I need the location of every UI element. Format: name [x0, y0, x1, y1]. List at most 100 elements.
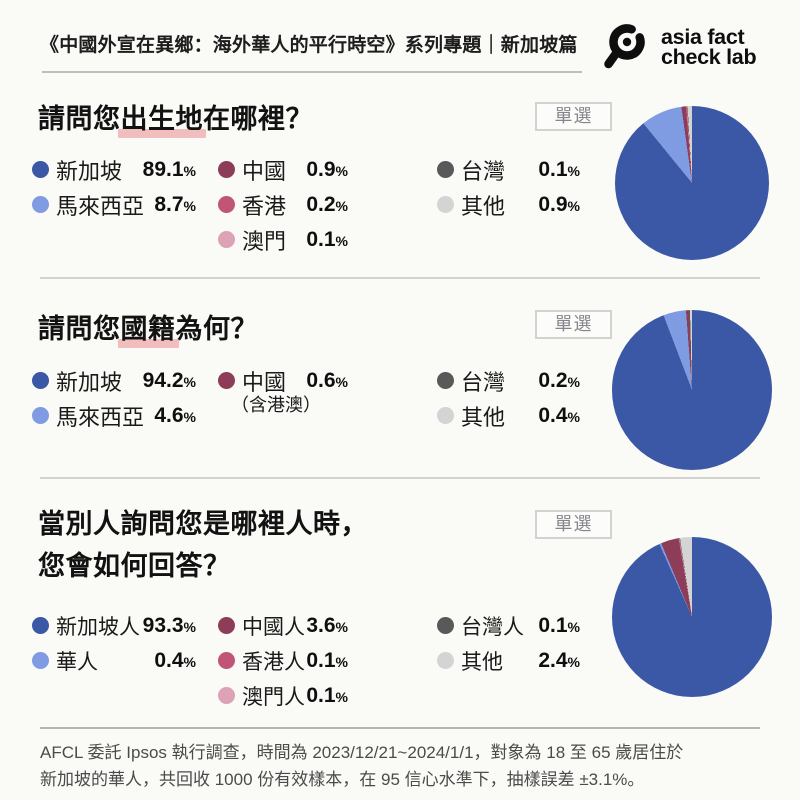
legend-item: 澳門人 0.1%	[218, 678, 348, 713]
legend-label: 香港	[242, 193, 287, 219]
legend-label: 馬來西亞	[56, 193, 145, 219]
question-title-text: 請問您	[38, 104, 121, 134]
legend-column: 新加坡人 93.3% 華人 0.4%	[32, 608, 196, 678]
legend-label: 馬來西亞	[56, 404, 145, 430]
single-choice-badge: 單選	[535, 510, 612, 539]
legend-column: 台灣人 0.1% 其他 2.4%	[437, 608, 580, 678]
legend-value: 0.6%	[306, 368, 348, 392]
legend-value: 0.1%	[306, 227, 348, 251]
legend-label: 中國人	[242, 615, 305, 639]
legend-value: 0.9%	[538, 192, 580, 216]
section-q2-nationality: 請問您國籍為何？ 單選 新加坡 94.2% 馬來西亞 4.6% 中國 0.6% （含港澳） 台…	[0, 303, 800, 477]
legend-item: 華人 0.4%	[32, 643, 196, 678]
legend-label: 新加坡人	[56, 615, 140, 639]
legend-value: 0.1%	[306, 683, 348, 707]
legend-value: 0.2%	[306, 192, 348, 216]
legend-column: 中國 0.6% （含港澳）	[218, 363, 348, 416]
pie-chart-q1	[615, 106, 769, 260]
legend-swatch-icon	[32, 372, 49, 389]
legend-label: 新加坡	[56, 158, 123, 184]
question-title-highlight: 出生地	[120, 104, 203, 134]
section-q1-birthplace: 請問您出生地在哪裡？ 單選 新加坡 89.1% 馬來西亞 8.7% 中國 0.9% 香港 0.…	[0, 95, 800, 277]
legend-swatch-icon	[32, 407, 49, 424]
legend-value: 2.4%	[538, 648, 580, 672]
legend-swatch-icon	[218, 617, 235, 634]
survey-methodology-note: AFCL 委託 Ipsos 執行調查，時間為 2023/12/21~2024/1…	[40, 739, 764, 793]
legend-label: 台灣人	[461, 615, 524, 639]
legend-item: 澳門 0.1%	[218, 222, 348, 257]
legend-label: 其他	[461, 650, 503, 674]
legend-value: 0.1%	[538, 613, 580, 637]
legend-swatch-icon	[32, 652, 49, 669]
legend-column: 新加坡 89.1% 馬來西亞 8.7%	[32, 152, 196, 222]
legend-item: 馬來西亞 4.6%	[32, 398, 196, 433]
question-title-text: 為何？	[175, 314, 258, 344]
question-title-highlight: 國籍	[120, 314, 176, 344]
legend-swatch-icon	[218, 652, 235, 669]
legend-item: 台灣人 0.1%	[437, 608, 580, 643]
logo-wordmark: asia fact check lab	[661, 26, 757, 69]
legend-swatch-icon	[218, 196, 235, 213]
legend-value: 3.6%	[306, 613, 348, 637]
legend-item: 新加坡人 93.3%	[32, 608, 196, 643]
pie-chart-q2	[612, 310, 772, 470]
legend-value: 4.6%	[154, 403, 196, 427]
section-divider	[40, 477, 760, 479]
legend-item: 其他 0.4%	[437, 398, 580, 433]
legend-item: 台灣 0.1%	[437, 152, 580, 187]
legend-swatch-icon	[32, 161, 49, 178]
logo-text-line2: check lab	[661, 45, 757, 69]
legend-label: 台灣	[461, 369, 506, 395]
footer-line2: 新加坡的華人，共回收 1000 份有效樣本，在 95 信心水準下，抽樣誤差 ±3…	[40, 770, 645, 789]
legend-swatch-icon	[218, 231, 235, 248]
legend-value: 0.4%	[538, 403, 580, 427]
page-title: 《中國外宣在異鄉：海外華人的平行時空》系列專題｜新加坡篇	[40, 35, 578, 56]
legend-item: 新加坡 94.2%	[32, 363, 196, 398]
section-q3-identity: 當別人詢問您是哪裡人時， 您會如何回答？ 單選 新加坡人 93.3% 華人 0.4% 中國…	[0, 503, 800, 727]
legend-item: 中國人 3.6%	[218, 608, 348, 643]
question-title-line2: 您會如何回答？	[38, 551, 231, 581]
legend-item: 中國 0.9%	[218, 152, 348, 187]
legend-column: 中國人 3.6% 香港人 0.1% 澳門人 0.1%	[218, 608, 348, 713]
legend-column: 中國 0.9% 香港 0.2% 澳門 0.1%	[218, 152, 348, 257]
legend-value: 0.1%	[538, 157, 580, 181]
legend-swatch-icon	[218, 372, 235, 389]
question-title-text: 在哪裡？	[203, 104, 313, 134]
legend-column: 台灣 0.1% 其他 0.9%	[437, 152, 580, 222]
legend-swatch-icon	[437, 652, 454, 669]
legend-item: 香港人 0.1%	[218, 643, 348, 678]
legend-label: 中國	[242, 369, 287, 395]
footer-divider	[40, 727, 760, 729]
legend-swatch-icon	[218, 161, 235, 178]
legend-label: 中國	[242, 158, 287, 184]
legend-label: 香港人	[242, 650, 305, 674]
legend-swatch-icon	[437, 161, 454, 178]
question-title: 請問您出生地在哪裡？	[38, 97, 313, 136]
legend-value: 93.3%	[142, 613, 196, 637]
legend-label: 華人	[56, 650, 98, 674]
single-choice-badge: 單選	[535, 102, 612, 131]
legend-value: 0.1%	[306, 648, 348, 672]
legend-value: 0.2%	[538, 368, 580, 392]
question-title-line1: 當別人詢問您是哪裡人時，	[38, 509, 368, 539]
legend-swatch-icon	[437, 196, 454, 213]
legend-swatch-icon	[32, 196, 49, 213]
legend-column: 台灣 0.2% 其他 0.4%	[437, 363, 580, 433]
legend-label: 澳門人	[242, 685, 305, 709]
legend-column: 新加坡 94.2% 馬來西亞 4.6%	[32, 363, 196, 433]
legend-swatch-icon	[32, 617, 49, 634]
legend-label: 新加坡	[56, 369, 123, 395]
legend-label: 台灣	[461, 158, 506, 184]
legend-item: 中國 0.6%	[218, 363, 348, 398]
legend-note: （含港澳）	[231, 395, 321, 415]
legend-swatch-icon	[218, 687, 235, 704]
pie-chart-q3	[612, 537, 772, 697]
legend-item: 台灣 0.2%	[437, 363, 580, 398]
question-title-text: 請問您	[38, 314, 121, 344]
legend-value: 89.1%	[142, 157, 196, 181]
legend-value: 94.2%	[142, 368, 196, 392]
legend-swatch-icon	[437, 407, 454, 424]
legend-item: 馬來西亞 8.7%	[32, 187, 196, 222]
legend-swatch-icon	[437, 617, 454, 634]
magnifier-logo-icon	[604, 24, 645, 69]
